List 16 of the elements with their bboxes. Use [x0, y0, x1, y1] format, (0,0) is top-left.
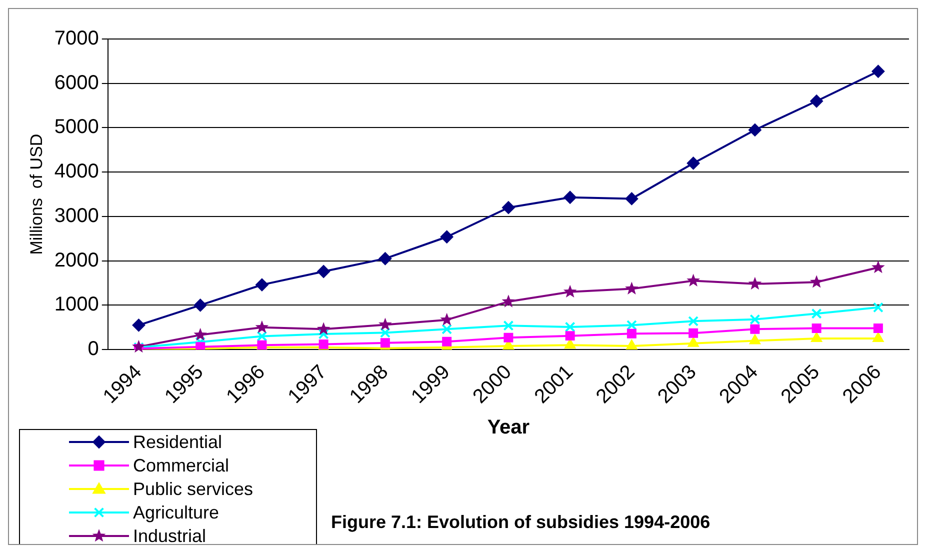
y-tick-label: 0 [88, 338, 99, 360]
y-axis-title: Millions of USD [26, 134, 46, 255]
legend-label: Industrial [133, 526, 206, 546]
text: Figure 7.1: Evolution of subsidies 1994-2006 [331, 512, 710, 532]
y-tick-label: 7000 [54, 28, 99, 50]
y-tick-label: 3000 [54, 204, 99, 227]
legend-label: Public services [133, 478, 254, 499]
legend-label: Agriculture [133, 502, 220, 522]
x-axis-title: Year [487, 416, 530, 439]
y-tick-label: 1000 [54, 294, 99, 316]
y-tick-label: 6000 [54, 72, 99, 94]
y-tick-label: 2000 [54, 249, 99, 272]
legend-label: Commercial [133, 455, 230, 476]
y-tick-label: 5000 [54, 116, 99, 138]
y-tick-label: 4000 [54, 160, 99, 183]
legend-label: Residential [133, 432, 222, 452]
